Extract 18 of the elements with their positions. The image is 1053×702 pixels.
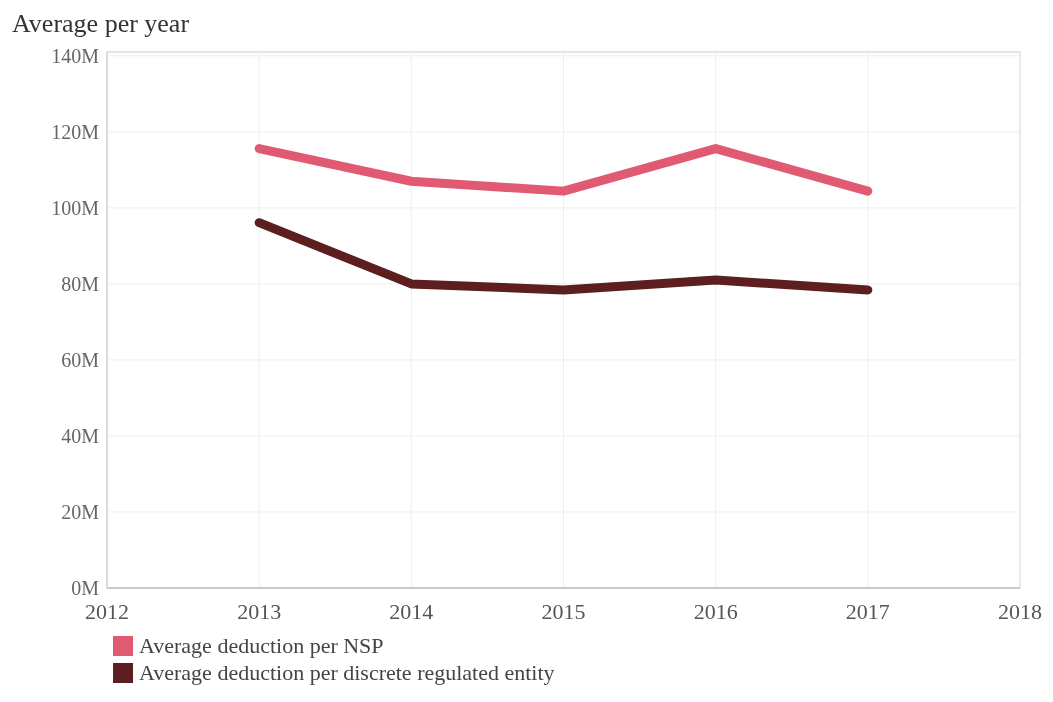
y-tick-label: 120M (51, 120, 100, 143)
x-tick-label: 2018 (998, 599, 1042, 624)
x-tick-label: 2014 (389, 599, 434, 624)
y-tick-label: 60M (61, 348, 100, 371)
y-tick-label: 100M (51, 196, 100, 219)
y-tick-label: 40M (61, 424, 100, 447)
x-tick-label: 2015 (541, 599, 586, 624)
y-tick-label: 140M (51, 44, 100, 67)
x-tick-label: 2017 (845, 599, 890, 624)
legend-label: Average deduction per NSP (139, 633, 384, 658)
y-tick-label: 0M (71, 577, 100, 599)
chart-title: Average per year (12, 9, 190, 38)
x-tick-label: 2013 (237, 599, 282, 624)
y-tick-label: 80M (61, 272, 100, 295)
x-tick-label: 2012 (85, 599, 129, 624)
y-tick-label: 20M (61, 500, 100, 523)
x-tick-label: 2016 (693, 599, 738, 624)
legend-label: Average deduction per discrete regulated entity (139, 660, 555, 685)
